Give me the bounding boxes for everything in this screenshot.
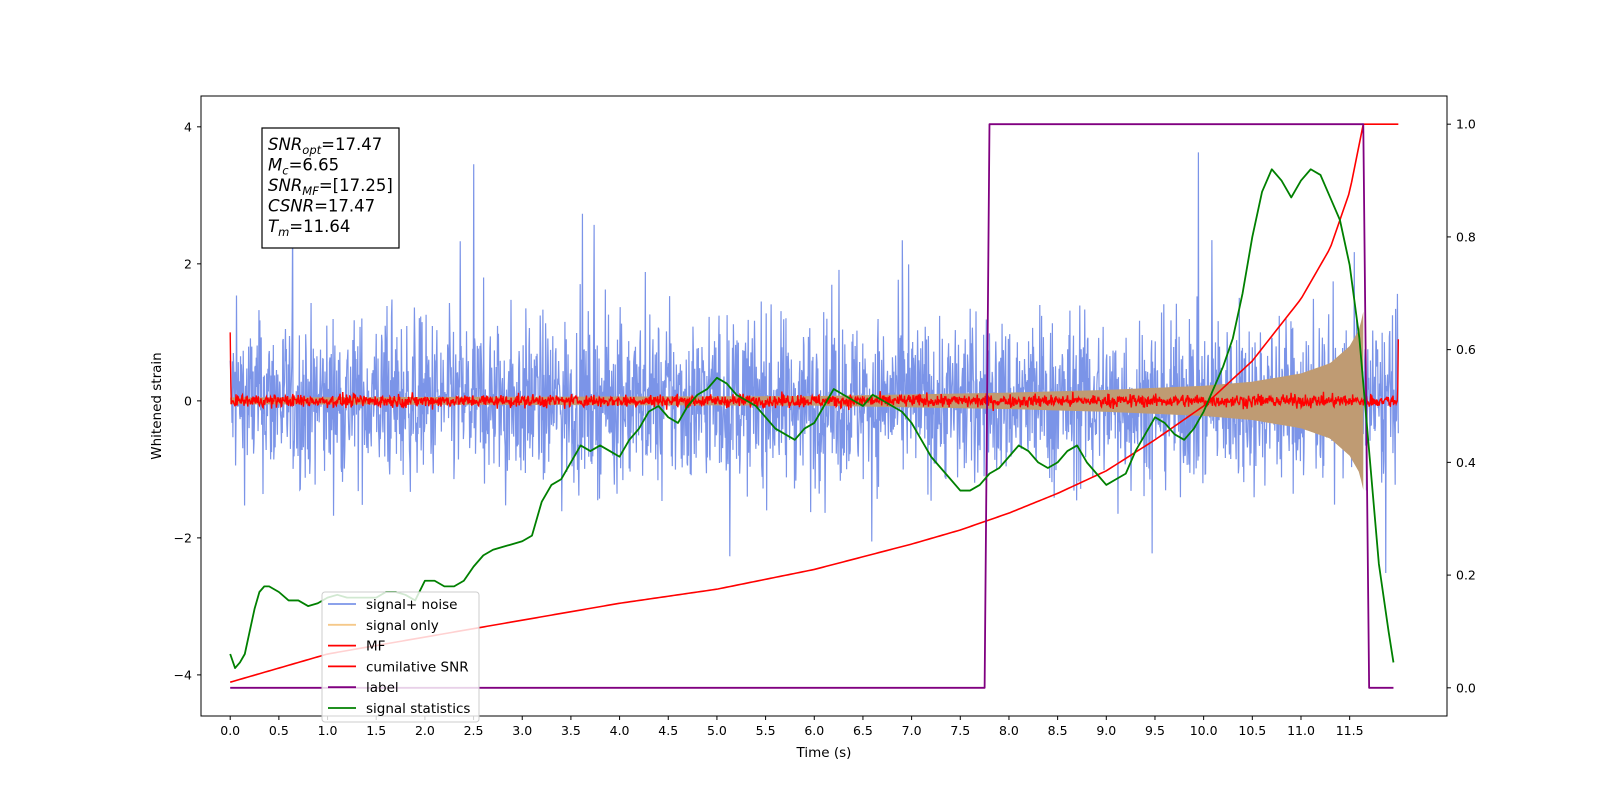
y-right-tick-label: 1.0 xyxy=(1456,117,1476,132)
snr-info-box: SNRopt=17.47Mc=6.65SNRMF=[17.25]CSNR=17.… xyxy=(261,127,400,249)
x-tick-label: 0.5 xyxy=(269,723,289,738)
label-line xyxy=(230,123,1394,689)
y-right-axis: 0.0 0.2 0.4 0.6 0.8 1.0 xyxy=(1447,117,1476,695)
x-tick-label: 5.5 xyxy=(756,723,776,738)
x-tick-label: 2.5 xyxy=(464,723,484,738)
y-left-tick-label: 0 xyxy=(184,393,192,408)
info-csnr: CSNR=17.47 xyxy=(268,197,375,216)
y-left-tick-label: −2 xyxy=(174,530,192,545)
y-right-tick-label: 0.4 xyxy=(1456,455,1476,470)
x-tick-label: 5.0 xyxy=(707,723,727,738)
x-tick-label: 4.0 xyxy=(610,723,630,738)
x-tick-label: 6.5 xyxy=(853,723,873,738)
x-axis-label: Time (s) xyxy=(796,745,852,761)
x-tick-label: 10.5 xyxy=(1238,723,1266,738)
y-left-tick-label: 4 xyxy=(184,119,192,134)
x-tick-label: 3.5 xyxy=(561,723,581,738)
info-box-frame xyxy=(261,127,400,249)
x-tick-label: 7.5 xyxy=(950,723,970,738)
y-right-tick-label: 0.0 xyxy=(1456,680,1476,695)
legend-label: MF xyxy=(366,639,385,655)
y-left-tick-label: −4 xyxy=(174,667,192,682)
legend-label: cumilative SNR xyxy=(366,659,469,675)
x-tick-label: 8.0 xyxy=(999,723,1019,738)
x-tick-label: 9.5 xyxy=(1145,723,1165,738)
legend-label: label xyxy=(366,680,399,696)
plot-frame xyxy=(200,95,1448,717)
info-snr-opt: SNRopt=17.47 xyxy=(268,135,382,157)
x-axis: 0.0 0.5 1.0 1.5 2.0 2.5 3.0 3.5 4.0 4.5 5.0 5.5 6.0 6… xyxy=(220,716,1364,738)
x-tick-label: 7.0 xyxy=(902,723,922,738)
legend-label: signal+ noise xyxy=(366,597,457,613)
info-tm: Tm=11.64 xyxy=(268,217,350,239)
mf-line xyxy=(229,332,1400,412)
x-tick-label: 6.0 xyxy=(804,723,824,738)
x-tick-label: 11.5 xyxy=(1336,723,1364,738)
x-tick-label: 9.0 xyxy=(1096,723,1116,738)
x-tick-label: 11.0 xyxy=(1287,723,1315,738)
x-tick-label: 1.0 xyxy=(318,723,338,738)
y-left-axis: −4 −2 0 2 4 xyxy=(174,119,201,682)
legend-box xyxy=(321,591,480,723)
x-tick-label: 10.0 xyxy=(1190,723,1218,738)
y-left-tick-label: 2 xyxy=(184,256,192,271)
x-tick-label: 4.5 xyxy=(658,723,678,738)
y-axis-label: Whitened strain xyxy=(149,352,165,459)
x-tick-label: 1.5 xyxy=(366,723,386,738)
y-right-tick-label: 0.8 xyxy=(1456,229,1476,244)
info-mc: Mc=6.65 xyxy=(268,156,339,178)
y-right-tick-label: 0.2 xyxy=(1456,568,1476,583)
legend-label: signal statistics xyxy=(366,701,470,717)
legend-label: signal only xyxy=(366,618,439,634)
x-tick-label: 0.0 xyxy=(220,723,240,738)
x-tick-label: 2.0 xyxy=(415,723,435,738)
signal-only-band xyxy=(230,311,1364,490)
x-tick-label: 8.5 xyxy=(1048,723,1068,738)
x-tick-label: 3.0 xyxy=(512,723,532,738)
y-right-tick-label: 0.6 xyxy=(1456,342,1476,357)
legend: signal+ noise signal only MF cumilative SNR… xyxy=(321,591,480,723)
info-snr-mf: SNRMF=[17.25] xyxy=(268,176,393,198)
